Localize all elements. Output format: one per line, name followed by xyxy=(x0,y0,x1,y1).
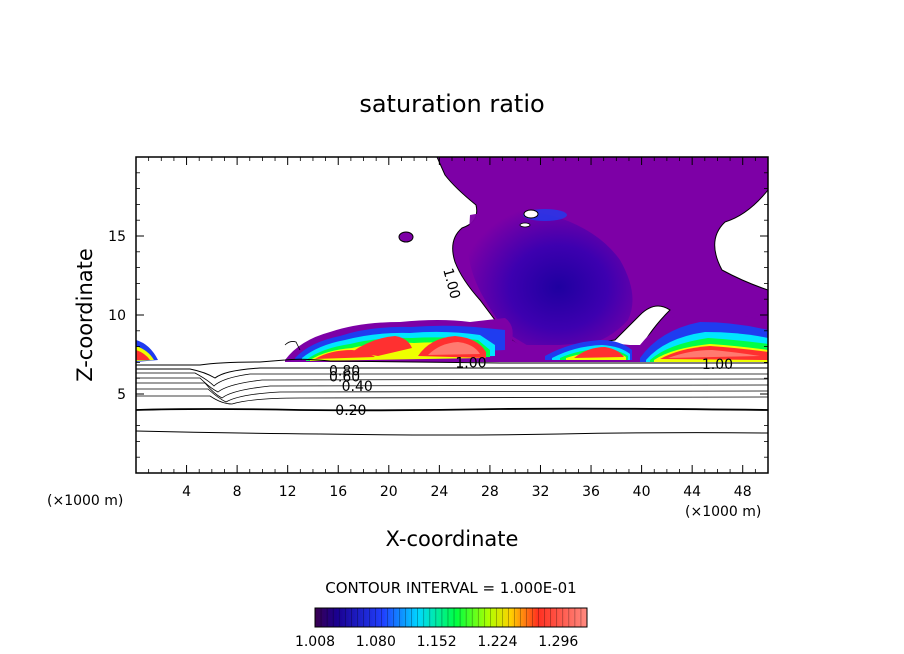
core-region xyxy=(468,210,633,350)
colorbar-tick-label: 1.008 xyxy=(295,634,335,650)
contour-label: 0.60 xyxy=(329,370,360,386)
x-tick-label: 24 xyxy=(430,484,448,500)
colorbar-tick-label: 1.152 xyxy=(417,634,457,650)
y-tick-label: 15 xyxy=(108,229,126,245)
x-axis-title: X-coordinate xyxy=(386,527,519,551)
y-axis: 5 10 15 xyxy=(108,172,768,458)
chart-title: saturation ratio xyxy=(359,90,544,118)
colorbar-tick-label: 1.080 xyxy=(356,634,396,650)
x-tick-label: 4 xyxy=(182,484,191,500)
saturation-field xyxy=(136,157,768,436)
contour-label: 0.20 xyxy=(335,403,366,419)
x-tick-label: 20 xyxy=(380,484,398,500)
x-tick-label: 40 xyxy=(633,484,651,500)
contour-label: 0.40 xyxy=(342,379,373,395)
contour-label-group: 0.800.600.40 0.20 1.00 1.00 1.00 xyxy=(329,267,733,419)
x-tick-label: 12 xyxy=(279,484,297,500)
x-tick-label: 48 xyxy=(734,484,752,500)
x-axis: 4 8 12 16 20 24 28 32 36 40 44 48 xyxy=(148,157,756,500)
contour-label: 1.00 xyxy=(439,267,463,301)
contour-lines xyxy=(136,341,768,436)
x-unit-label-left: (×1000 m) xyxy=(47,493,123,509)
x-tick-label: 16 xyxy=(329,484,347,500)
y-tick-label: 10 xyxy=(108,308,126,324)
contour-label: 0.80 xyxy=(329,363,360,379)
colorbar: 1.008 1.080 1.152 1.224 1.296 xyxy=(295,607,588,650)
x-tick-label: 28 xyxy=(481,484,499,500)
colorbar-tick-label: 1.296 xyxy=(538,634,578,650)
x-tick-label: 32 xyxy=(532,484,550,500)
colorbar-tick-label: 1.224 xyxy=(477,634,517,650)
x-tick-label: 44 xyxy=(683,484,701,500)
contour-interval-label: CONTOUR INTERVAL = 1.000E-01 xyxy=(325,579,576,597)
y-axis-title: Z-coordinate xyxy=(73,248,97,382)
y-tick-label: 5 xyxy=(117,387,126,403)
x-unit-label-right: (×1000 m) xyxy=(685,504,761,520)
contour-label: 1.00 xyxy=(455,355,486,371)
x-tick-label: 36 xyxy=(582,484,600,500)
x-tick-label: 8 xyxy=(233,484,242,500)
contour-label: 1.00 xyxy=(702,357,733,373)
